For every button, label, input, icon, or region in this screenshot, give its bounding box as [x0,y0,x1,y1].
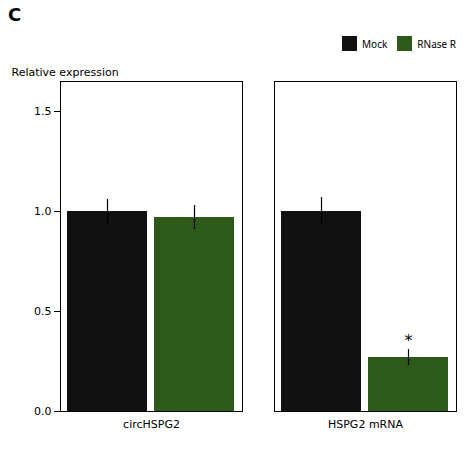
svg-text:0.0: 0.0 [34,405,52,418]
html-text:Mock: Mock [362,36,388,51]
html-text:RNase R: RNase R [417,36,456,51]
svg-text:HSPG2 mRNA: HSPG2 mRNA [328,418,403,431]
svg-text:1.5: 1.5 [34,105,52,118]
svg-text:0.5: 0.5 [34,305,52,318]
svg-text:*: * [405,331,413,350]
html-text:C: C [8,4,22,25]
svg-text:Relative expression: Relative expression [12,66,119,79]
svg-text:1.0: 1.0 [34,205,52,218]
svg-text:circHSPG2: circHSPG2 [123,418,180,431]
